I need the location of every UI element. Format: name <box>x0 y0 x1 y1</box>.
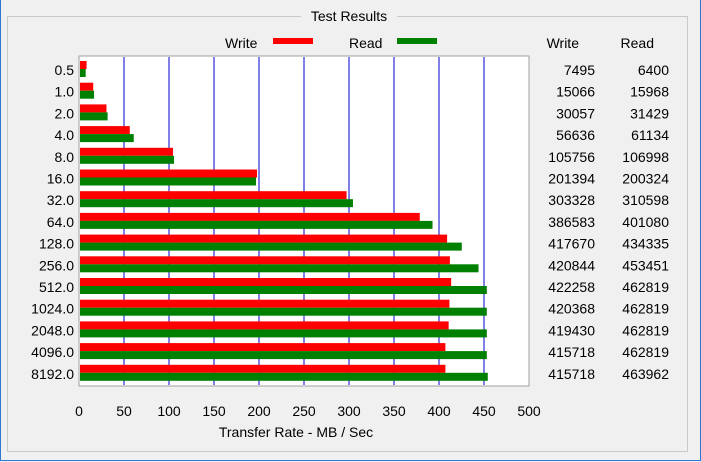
bar-read <box>80 155 175 164</box>
write-value: 422258 <box>548 279 595 295</box>
bars-layer <box>80 61 488 381</box>
bar-write <box>80 147 173 156</box>
read-value: 6400 <box>638 62 669 78</box>
bar-write <box>80 256 450 265</box>
write-value: 201394 <box>548 171 595 187</box>
read-value: 61134 <box>631 127 669 143</box>
write-value: 386583 <box>548 214 595 230</box>
read-value: 31429 <box>630 105 669 121</box>
x-tick-label: 150 <box>202 403 226 419</box>
write-value: 415718 <box>548 344 595 360</box>
x-tick-label: 50 <box>116 403 132 419</box>
write-value: 419430 <box>548 322 595 338</box>
read-value: 453451 <box>622 257 669 273</box>
write-value: 56636 <box>556 127 595 143</box>
category-label: 1.0 <box>55 84 75 100</box>
bar-write <box>80 61 87 69</box>
write-value: 415718 <box>548 366 595 382</box>
read-value: 200324 <box>622 171 669 187</box>
x-tick-label: 300 <box>337 403 361 419</box>
write-value: 417670 <box>548 236 595 252</box>
legend-write-label: Write <box>225 35 258 51</box>
bar-write <box>80 104 107 113</box>
bar-read <box>80 69 86 77</box>
read-value: 462819 <box>622 301 669 317</box>
write-value: 105756 <box>548 149 595 165</box>
category-label: 512.0 <box>39 279 74 295</box>
group-title: Test Results <box>301 8 397 24</box>
x-tick-label: 450 <box>472 403 496 419</box>
bar-read <box>80 90 95 99</box>
bar-read <box>80 112 108 121</box>
bar-read <box>80 351 487 360</box>
category-label: 32.0 <box>47 192 74 208</box>
bar-write <box>80 234 448 243</box>
read-value: 463962 <box>622 366 669 382</box>
write-value: 30057 <box>556 105 595 121</box>
bar-read <box>80 372 488 381</box>
bar-read <box>80 307 487 316</box>
read-value: 462819 <box>622 279 669 295</box>
bar-write <box>80 321 449 330</box>
bar-write <box>80 212 420 221</box>
category-label: 4.0 <box>55 127 75 143</box>
bar-write <box>80 278 452 286</box>
bar-write <box>80 169 258 178</box>
category-label: 1024.0 <box>31 301 74 317</box>
write-value: 7495 <box>564 62 595 78</box>
read-value: 15968 <box>630 84 669 100</box>
x-axis-label: Transfer Rate - MB / Sec <box>219 424 373 440</box>
bar-read <box>80 329 487 338</box>
bar-write <box>80 343 446 352</box>
category-label: 8192.0 <box>31 366 74 382</box>
legend-read-label: Read <box>349 35 382 51</box>
category-label: 16.0 <box>47 171 74 187</box>
x-tick-label: 350 <box>382 403 406 419</box>
write-value: 420368 <box>548 301 595 317</box>
bar-write <box>80 82 94 91</box>
x-tick-label: 400 <box>427 403 451 419</box>
read-value: 462819 <box>622 344 669 360</box>
x-tick-label: 200 <box>247 403 271 419</box>
x-tick-label: 500 <box>517 403 541 419</box>
category-label: 8.0 <box>55 149 75 165</box>
category-label: 128.0 <box>39 236 74 252</box>
read-value: 106998 <box>622 149 669 165</box>
bar-read <box>80 264 479 273</box>
bar-read <box>80 286 487 294</box>
write-column-header: Write <box>547 35 580 51</box>
x-tick-label: 0 <box>75 403 83 419</box>
bar-write <box>80 364 446 373</box>
bar-write <box>80 299 450 308</box>
x-tick-label: 250 <box>292 403 316 419</box>
x-tick-label: 100 <box>157 403 181 419</box>
bar-read <box>80 220 433 229</box>
category-label: 2.0 <box>55 105 75 121</box>
labels-layer: 0 50 100 150 200 250 300 350 400 450 500 0.5 7495 640… <box>31 62 669 419</box>
bar-read <box>80 242 462 251</box>
read-value: 462819 <box>622 322 669 338</box>
category-label: 256.0 <box>39 257 74 273</box>
category-label: 0.5 <box>55 62 75 78</box>
bar-read <box>80 134 134 143</box>
category-label: 4096.0 <box>31 344 74 360</box>
read-value: 434335 <box>622 236 669 252</box>
bar-read <box>80 199 353 208</box>
read-value: 310598 <box>622 192 669 208</box>
read-column-header: Read <box>621 35 654 51</box>
write-value: 420844 <box>548 257 595 273</box>
write-value: 15066 <box>556 84 595 100</box>
legend-write-swatch <box>273 38 313 44</box>
write-value: 303328 <box>548 192 595 208</box>
legend-read-swatch <box>397 38 437 44</box>
category-label: 2048.0 <box>31 322 74 338</box>
bar-write <box>80 126 130 135</box>
read-value: 401080 <box>622 214 669 230</box>
category-label: 64.0 <box>47 214 74 230</box>
bar-write <box>80 191 347 200</box>
bar-read <box>80 177 257 186</box>
